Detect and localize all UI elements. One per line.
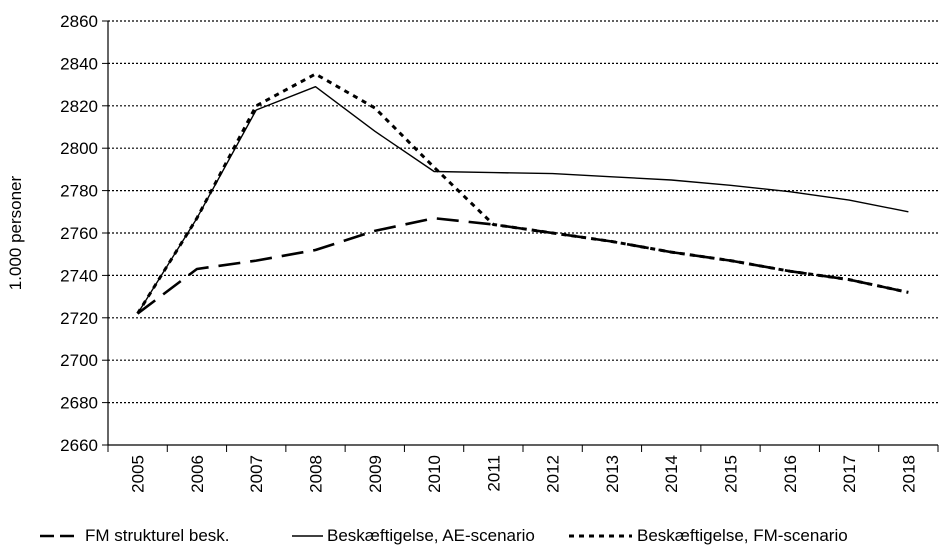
series-lines — [136, 72, 909, 315]
x-tick-label: 2010 — [425, 455, 444, 493]
x-tick-label: 2009 — [366, 455, 385, 493]
y-tick-label: 2800 — [60, 139, 98, 158]
legend-label-2: Beskæftigelse, AE-scenario — [327, 526, 535, 545]
series-line-1 — [136, 216, 909, 315]
x-tick-label: 2015 — [722, 455, 741, 493]
y-tick-label: 2860 — [60, 12, 98, 31]
x-tick-label: 2014 — [662, 455, 681, 493]
x-tick-label: 2012 — [544, 455, 563, 493]
y-tick-label: 2840 — [60, 54, 98, 73]
x-tick-label: 2005 — [129, 455, 148, 493]
legend-label-3: Beskæftigelse, FM-scenario — [637, 526, 848, 545]
x-tick-label: 2008 — [307, 455, 326, 493]
legend-label-1: FM strukturel besk. — [85, 526, 230, 545]
x-tick-label: 2006 — [188, 455, 207, 493]
x-tick-label: 2007 — [247, 455, 266, 493]
legend: FM strukturel besk. Beskæftigelse, AE-sce… — [40, 526, 848, 545]
y-tick-label: 2680 — [60, 394, 98, 413]
gridlines — [108, 20, 938, 404]
y-tick-label: 2700 — [60, 351, 98, 370]
series-line-3 — [136, 72, 909, 315]
x-tick-label: 2016 — [781, 455, 800, 493]
y-tick-label: 2760 — [60, 224, 98, 243]
x-tick-label: 2017 — [840, 455, 859, 493]
x-tick-label: 2018 — [899, 455, 918, 493]
series-line-2 — [137, 85, 909, 314]
y-tick-label: 2780 — [60, 182, 98, 201]
x-tick-label: 2013 — [603, 455, 622, 493]
y-tick-label: 2660 — [60, 436, 98, 455]
y-axis-title: 1.000 personer — [6, 175, 25, 290]
y-tick-label: 2740 — [60, 266, 98, 285]
x-tick-labels: 2005 2006 2007 2008 2009 2010 2011 2012 2013 2014… — [129, 455, 919, 493]
y-tick-label: 2820 — [60, 97, 98, 116]
x-tick-label: 2011 — [484, 455, 503, 492]
y-tick-label: 2720 — [60, 309, 98, 328]
axes — [102, 20, 939, 452]
y-tick-labels: 2660 2680 2700 2720 2740 2760 2780 2800 2820 2840… — [60, 12, 98, 455]
